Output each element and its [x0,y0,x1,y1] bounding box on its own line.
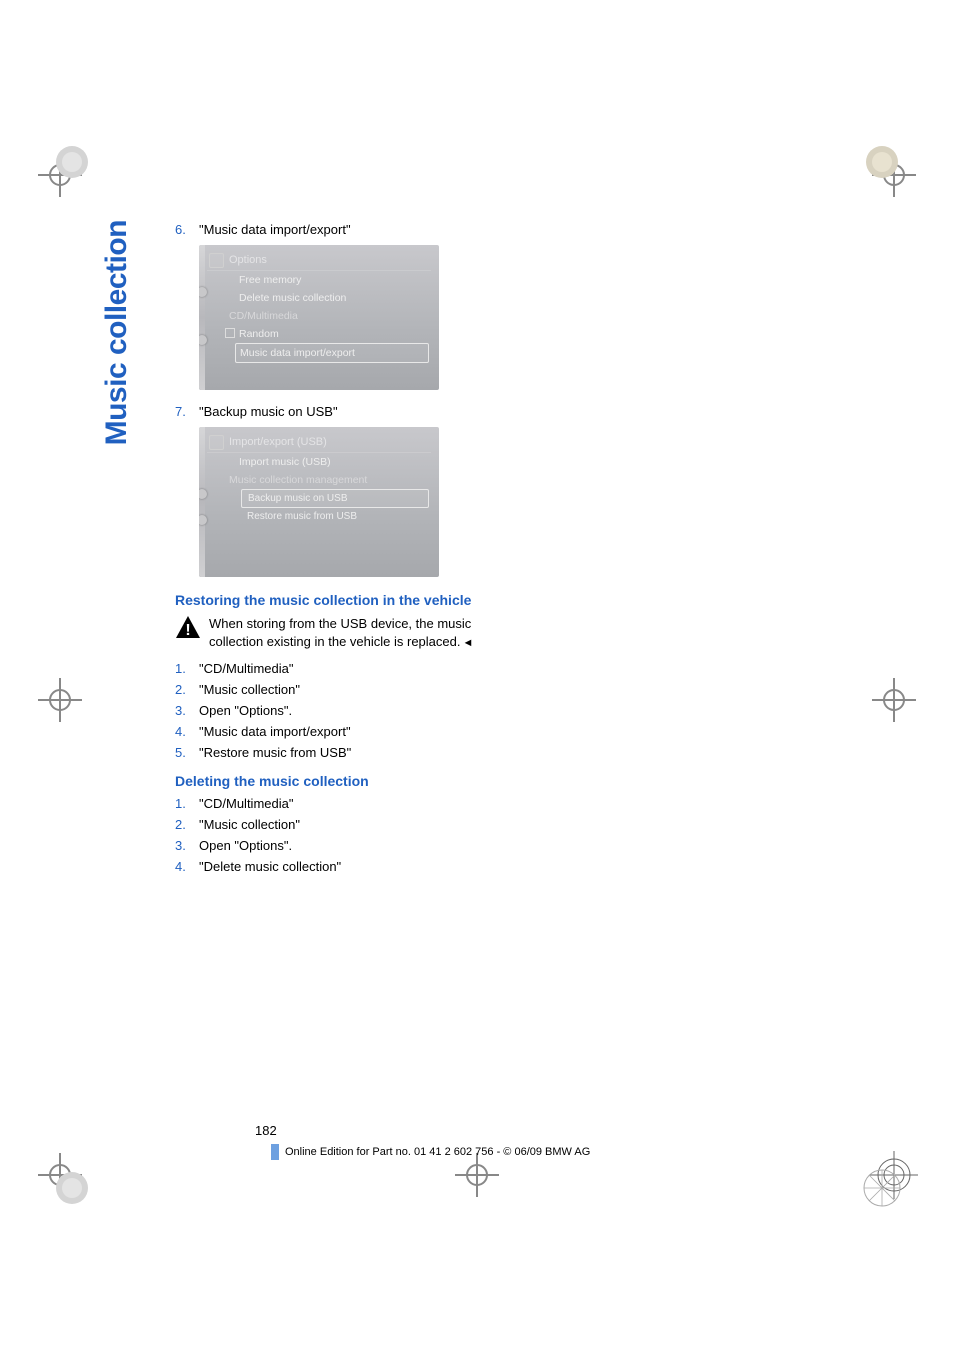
footer-text: Online Edition for Part no. 01 41 2 602 … [285,1146,590,1158]
scrollbar-knob [199,287,207,297]
warning-text: When storing from the USB device, the mu… [209,615,485,650]
corner-circle-tl [50,140,94,184]
screenshot-header: Import/export (USB) [207,433,431,453]
screenshot-menu-item: CD/Multimedia [207,307,431,325]
list-step: 3.Open "Options". [175,703,485,718]
screenshot-menu-item: Free memory [207,271,431,289]
step-number: 3. [175,838,199,853]
idrive-screenshot-import-export: Import/export (USB) Import music (USB)Mu… [199,427,439,577]
step-text: "Backup music on USB" [199,404,338,419]
step-6: 6. "Music data import/export" [175,222,485,237]
screenshot-menu-item: Backup music on USB [241,489,429,508]
scrollbar-knob [199,335,207,345]
heading-deleting: Deleting the music collection [175,772,485,790]
warning-block: ! When storing from the USB device, the … [175,615,485,650]
screenshot-menu-item: Random [207,325,431,343]
footer-accent-bar [271,1144,279,1160]
screenshot-header: Options [207,251,431,271]
step-text: "Music collection" [199,817,300,832]
page-number: 182 [255,1123,775,1138]
screenshot-menu-item: Music collection management [207,471,431,489]
screenshot-scrollbar [199,245,205,390]
list-step: 5."Restore music from USB" [175,745,485,760]
step-text: "Music data import/export" [199,724,351,739]
step-number: 2. [175,682,199,697]
scrollbar-knob [199,515,207,525]
regmark-mid-right [864,670,924,730]
list-step: 2."Music collection" [175,817,485,832]
section-title-vertical: Music collection [100,220,134,445]
step-text: Open "Options". [199,703,292,718]
screenshot-menu-item: Music data import/export [235,343,429,363]
heading-restoring: Restoring the music collection in the ve… [175,591,485,609]
step-text: "Music data import/export" [199,222,351,237]
step-text: "Delete music collection" [199,859,341,874]
step-number: 6. [175,222,199,237]
step-7: 7. "Backup music on USB" [175,404,485,419]
step-text: "Music collection" [199,682,300,697]
corner-circle-tr [860,140,904,184]
step-number: 1. [175,796,199,811]
list-step: 1."CD/Multimedia" [175,796,485,811]
step-number: 3. [175,703,199,718]
step-text: "CD/Multimedia" [199,796,293,811]
list-step: 1."CD/Multimedia" [175,661,485,676]
step-text: Open "Options". [199,838,292,853]
main-content: 6. "Music data import/export" Options Fr… [175,222,485,880]
step-number: 7. [175,404,199,419]
step-number: 2. [175,817,199,832]
step-number: 1. [175,661,199,676]
list-step: 3.Open "Options". [175,838,485,853]
step-text: "CD/Multimedia" [199,661,293,676]
step-number: 4. [175,724,199,739]
screenshot-menu-item: Import music (USB) [207,453,431,471]
step-text: "Restore music from USB" [199,745,351,760]
screenshot-menu-item: Delete music collection [207,289,431,307]
screenshot-menu-item: Restore music from USB [207,508,431,525]
page-footer: 182 Online Edition for Part no. 01 41 2 … [175,1123,775,1160]
scrollbar-knob [199,489,207,499]
regmark-mid-left [30,670,90,730]
list-step: 4."Music data import/export" [175,724,485,739]
step-number: 5. [175,745,199,760]
svg-text:!: ! [185,622,190,639]
idrive-screenshot-options: Options Free memoryDelete music collecti… [199,245,439,390]
warning-icon: ! [175,615,201,639]
corner-circle-br [860,1166,904,1210]
corner-circle-bl [50,1166,94,1210]
list-step: 4."Delete music collection" [175,859,485,874]
screenshot-scrollbar [199,427,205,577]
list-step: 2."Music collection" [175,682,485,697]
step-number: 4. [175,859,199,874]
